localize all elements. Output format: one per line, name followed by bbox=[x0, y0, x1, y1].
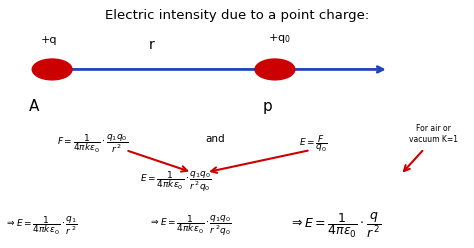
Text: r: r bbox=[149, 38, 155, 52]
Text: p: p bbox=[263, 99, 273, 114]
Text: $E=\dfrac{1}{4\pi k\boldsymbol{\varepsilon_0}}\cdot\dfrac{q_1 q_0}{r^{\,2}q_0}$: $E=\dfrac{1}{4\pi k\boldsymbol{\varepsil… bbox=[140, 170, 211, 194]
Circle shape bbox=[255, 59, 295, 80]
Text: Electric intensity due to a point charge:: Electric intensity due to a point charge… bbox=[105, 9, 369, 22]
Text: +q$_\mathregular{0}$: +q$_\mathregular{0}$ bbox=[268, 32, 291, 45]
Text: $\Rightarrow E=\dfrac{1}{4\pi\boldsymbol{\varepsilon_0}}\cdot\dfrac{q}{r^{\,2}}$: $\Rightarrow E=\dfrac{1}{4\pi\boldsymbol… bbox=[289, 211, 382, 240]
Text: +q: +q bbox=[40, 35, 57, 45]
Text: $\Rightarrow E=\dfrac{1}{4\pi k\boldsymbol{\varepsilon_0}}\cdot\dfrac{q_1}{r^{\,: $\Rightarrow E=\dfrac{1}{4\pi k\boldsymb… bbox=[5, 215, 77, 237]
Text: $E=\dfrac{F}{q_0}$: $E=\dfrac{F}{q_0}$ bbox=[299, 133, 328, 154]
Text: For air or
vacuum K=1: For air or vacuum K=1 bbox=[409, 124, 458, 144]
Text: $\mathit{F}=\dfrac{1}{4\pi k\boldsymbol{\varepsilon_0}}\cdot\dfrac{q_1 q_0}{r^{\: $\mathit{F}=\dfrac{1}{4\pi k\boldsymbol{… bbox=[57, 133, 128, 155]
Text: and: and bbox=[206, 134, 226, 144]
Text: A: A bbox=[28, 99, 39, 114]
Text: $\Rightarrow E=\dfrac{1}{4\pi k\boldsymbol{\varepsilon_0}}\cdot\dfrac{q_1 q_0}{r: $\Rightarrow E=\dfrac{1}{4\pi k\boldsymb… bbox=[149, 214, 232, 238]
Circle shape bbox=[32, 59, 72, 80]
